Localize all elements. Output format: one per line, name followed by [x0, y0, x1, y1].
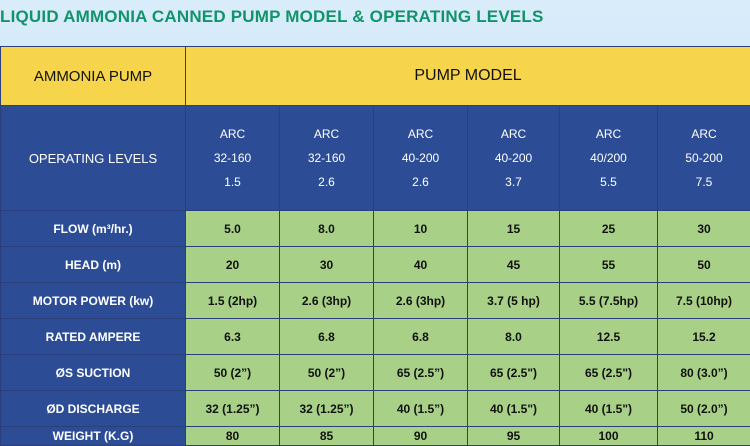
model-cell: ARC 32-160 1.5 [186, 106, 280, 211]
model-series: ARC [560, 125, 657, 143]
table-cell: 25 [560, 211, 658, 247]
table-cell: 3.7 (5 hp) [468, 283, 560, 319]
model-cell: ARC 40-200 2.6 [374, 106, 468, 211]
model-size: 50-200 [658, 149, 750, 167]
table-cell: 40 (1.5”) [374, 391, 468, 427]
ammonia-pump-header: AMMONIA PUMP [1, 47, 186, 106]
model-level: 3.7 [468, 173, 559, 191]
table-cell: 50 (2”) [280, 355, 374, 391]
table-row: FLOW (m³/hr.) 5.0 8.0 10 15 25 30 [1, 211, 750, 247]
table-cell: 40 [374, 247, 468, 283]
table-cell: 5.5 (7.5hp) [560, 283, 658, 319]
table-cell: 6.8 [374, 319, 468, 355]
table-row: RATED AMPERE 6.3 6.8 6.8 8.0 12.5 15.2 [1, 319, 750, 355]
table-cell: 8.0 [468, 319, 560, 355]
table-row: MOTOR POWER (kw) 1.5 (2hp) 2.6 (3hp) 2.6… [1, 283, 750, 319]
row-label: ØD DISCHARGE [1, 391, 186, 427]
table-cell: 15 [468, 211, 560, 247]
model-cell: ARC 50-200 7.5 [658, 106, 750, 211]
table-cell: 20 [186, 247, 280, 283]
table-cell: 6.3 [186, 319, 280, 355]
table-cell: 5.0 [186, 211, 280, 247]
model-level: 2.6 [280, 173, 373, 191]
model-size: 32-160 [280, 149, 373, 167]
table-cell: 12.5 [560, 319, 658, 355]
pump-spec-table: AMMONIA PUMP PUMP MODEL OPERATING LEVELS… [0, 46, 750, 446]
table-row: ØD DISCHARGE 32 (1.25”) 32 (1.25”) 40 (1… [1, 391, 750, 427]
table-cell: 2.6 (3hp) [280, 283, 374, 319]
table-cell: 40 (1.5") [560, 391, 658, 427]
operating-levels-label: OPERATING LEVELS [1, 106, 186, 211]
model-series: ARC [658, 125, 750, 143]
model-level: 7.5 [658, 173, 750, 191]
table-cell: 40 (1.5") [468, 391, 560, 427]
table-cell: 15.2 [658, 319, 750, 355]
pump-model-header: PUMP MODEL [186, 47, 750, 106]
table-cell: 6.8 [280, 319, 374, 355]
model-series: ARC [468, 125, 559, 143]
row-label: HEAD (m) [1, 247, 186, 283]
model-size: 40/200 [560, 149, 657, 167]
table-cell: 65 (2.5") [468, 355, 560, 391]
model-size: 40-200 [374, 149, 467, 167]
table-cell: 65 (2.5”) [374, 355, 468, 391]
model-cell: ARC 40/200 5.5 [560, 106, 658, 211]
table-cell: 32 (1.25”) [280, 391, 374, 427]
table-cell: 30 [658, 211, 750, 247]
row-label: MOTOR POWER (kw) [1, 283, 186, 319]
model-cell: ARC 32-160 2.6 [280, 106, 374, 211]
model-series: ARC [280, 125, 373, 143]
table-cell: 55 [560, 247, 658, 283]
row-label: FLOW (m³/hr.) [1, 211, 186, 247]
model-size: 32-160 [186, 149, 279, 167]
row-label: RATED AMPERE [1, 319, 186, 355]
header-row: AMMONIA PUMP PUMP MODEL [1, 47, 750, 106]
table-cell: 8.0 [280, 211, 374, 247]
model-level: 2.6 [374, 173, 467, 191]
table-row: ØS SUCTION 50 (2”) 50 (2”) 65 (2.5”) 65 … [1, 355, 750, 391]
table-cell: 10 [374, 211, 468, 247]
model-level: 5.5 [560, 173, 657, 191]
model-cell: ARC 40-200 3.7 [468, 106, 560, 211]
table-cell: 80 (3.0”) [658, 355, 750, 391]
table-cell: 65 (2.5") [560, 355, 658, 391]
table-cell: 50 (2.0”) [658, 391, 750, 427]
table-cell: 45 [468, 247, 560, 283]
model-size: 40-200 [468, 149, 559, 167]
model-series: ARC [186, 125, 279, 143]
model-level: 1.5 [186, 173, 279, 191]
table-cell: 30 [280, 247, 374, 283]
table-cell: 32 (1.25”) [186, 391, 280, 427]
table-cell: 50 [658, 247, 750, 283]
table-cell: 50 (2”) [186, 355, 280, 391]
table-cell: 1.5 (2hp) [186, 283, 280, 319]
table-row: HEAD (m) 20 30 40 45 55 50 [1, 247, 750, 283]
page-title: LIQUID AMMONIA CANNED PUMP MODEL & OPERA… [0, 7, 750, 27]
row-label: ØS SUCTION [1, 355, 186, 391]
model-series: ARC [374, 125, 467, 143]
table-cell: 2.6 (3hp) [374, 283, 468, 319]
table-cell: 7.5 (10hp) [658, 283, 750, 319]
